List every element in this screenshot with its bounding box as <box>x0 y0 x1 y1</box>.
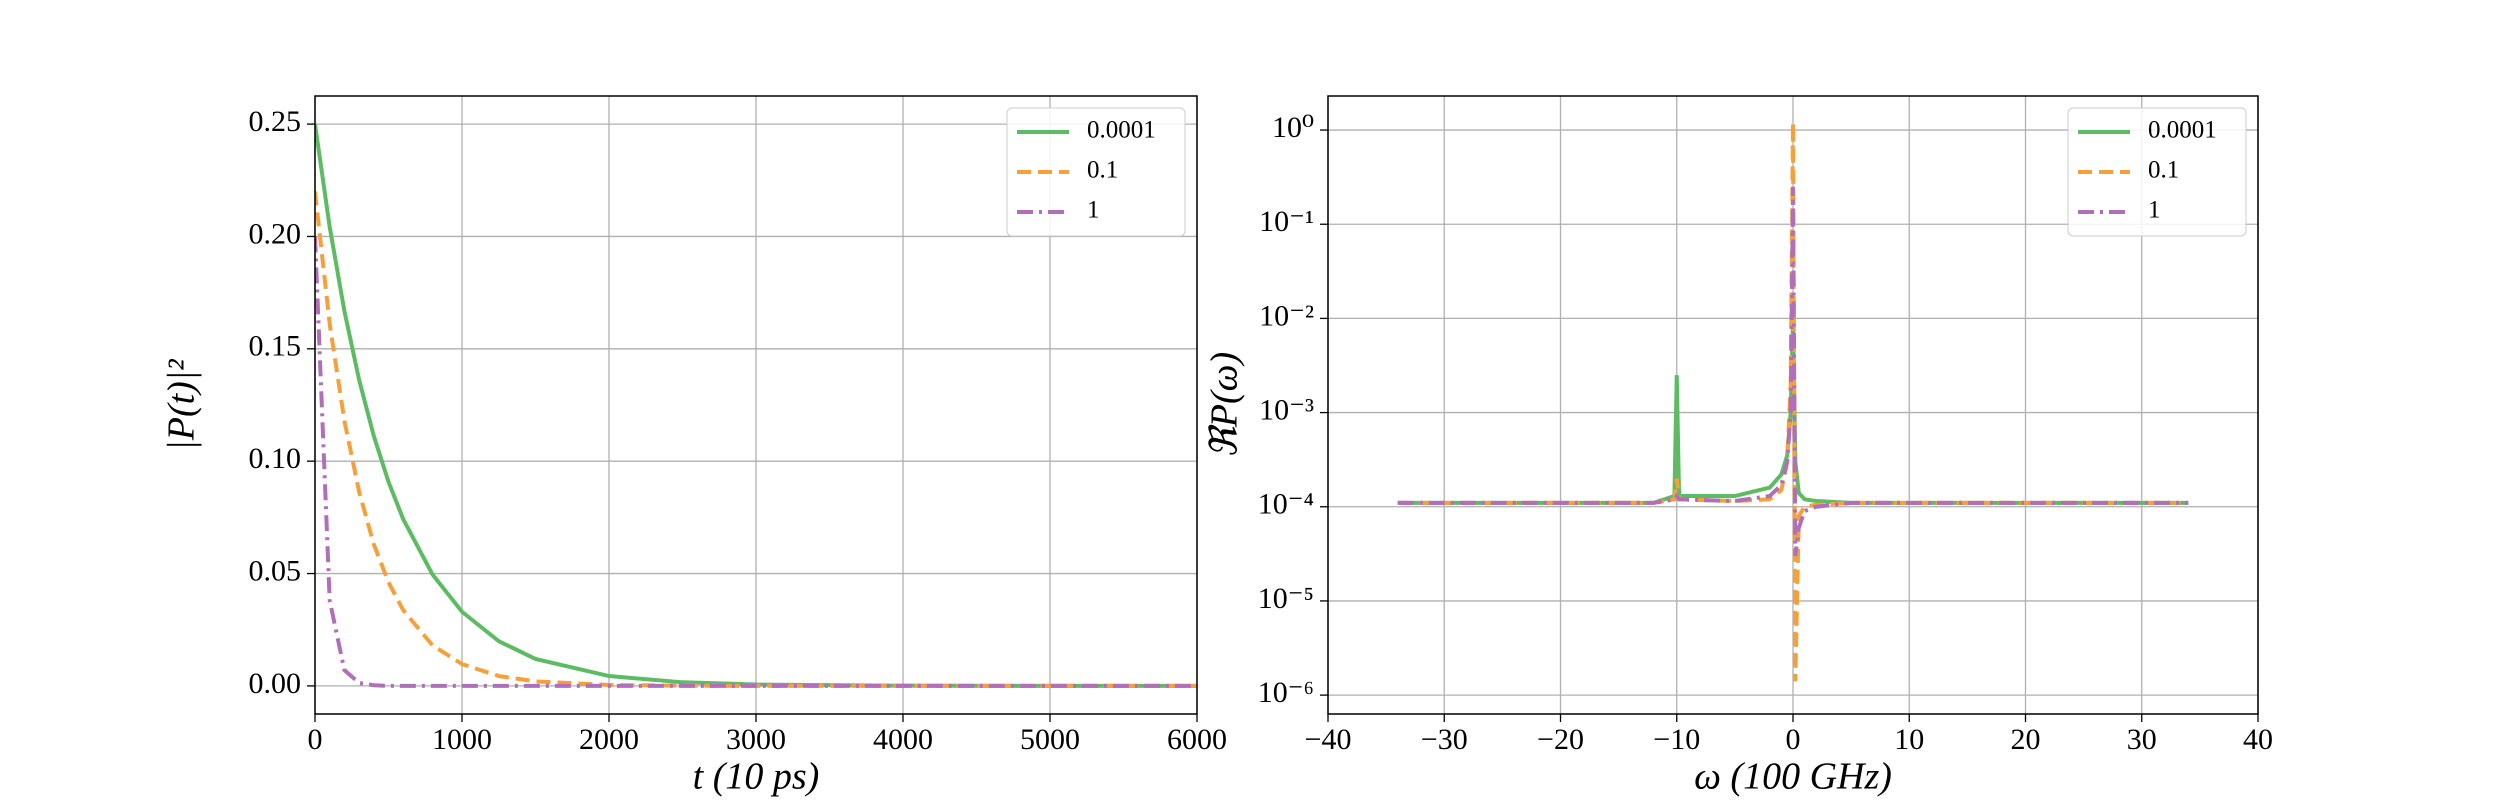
x-tick-label: 2000 <box>579 723 639 756</box>
y-tick-label: 10⁰ <box>1272 111 1314 144</box>
legend-box <box>1006 107 1186 237</box>
x-tick-label: 40 <box>2243 723 2273 756</box>
y-tick-label: 10⁻² <box>1259 299 1314 332</box>
legend-label: 1 <box>2148 197 2161 224</box>
x-axis-label: ω (100 GHz) <box>1694 756 1892 798</box>
y-tick-label: 0.00 <box>249 667 302 700</box>
y-tick-label: 10⁻¹ <box>1259 205 1314 238</box>
x-tick-label: 6000 <box>1167 723 1227 756</box>
y-tick-label: 0.10 <box>249 442 302 475</box>
legend-label: 0.1 <box>1087 157 1118 184</box>
x-tick-label: −40 <box>1305 723 1352 756</box>
x-tick-label: 3000 <box>726 723 786 756</box>
x-tick-label: 0 <box>308 723 323 756</box>
y-tick-label: 10⁻³ <box>1259 393 1314 426</box>
x-tick-label: 0 <box>1786 723 1801 756</box>
axes-frame <box>1327 95 2259 715</box>
x-tick-label: 10 <box>1894 723 1924 756</box>
data-line <box>315 236 1197 688</box>
x-tick-label: 4000 <box>873 723 933 756</box>
y-axis-label: ℜP(ω) <box>1204 352 1246 458</box>
legend-label: 0.1 <box>2148 157 2179 184</box>
legend-label: 1 <box>1087 197 1100 224</box>
x-tick-label: −10 <box>1653 723 1700 756</box>
y-tick-label: 0.05 <box>249 554 302 587</box>
x-tick-label: 30 <box>2127 723 2157 756</box>
y-tick-label: 0.25 <box>249 105 302 138</box>
x-tick-label: 20 <box>2011 723 2041 756</box>
x-axis-label: t (10 ps) <box>693 756 820 798</box>
y-tick-label: 10⁻⁴ <box>1258 488 1314 521</box>
legend-label: 0.0001 <box>1087 117 1156 144</box>
x-tick-label: 5000 <box>1020 723 1080 756</box>
data-line <box>315 191 1197 688</box>
y-tick-label: 0.20 <box>249 217 302 250</box>
y-tick-label: 0.15 <box>249 330 302 363</box>
legend-box <box>2067 107 2247 237</box>
x-tick-label: 1000 <box>432 723 492 756</box>
y-axis-label: |P(t)|² <box>161 359 203 451</box>
legend-label: 0.0001 <box>2148 117 2217 144</box>
x-tick-label: −20 <box>1537 723 1584 756</box>
x-tick-label: −30 <box>1421 723 1468 756</box>
data-line <box>1397 186 2189 557</box>
y-tick-label: 10⁻⁵ <box>1258 582 1314 615</box>
y-tick-label: 10⁻⁶ <box>1258 676 1314 709</box>
axes-frame <box>314 95 1198 715</box>
